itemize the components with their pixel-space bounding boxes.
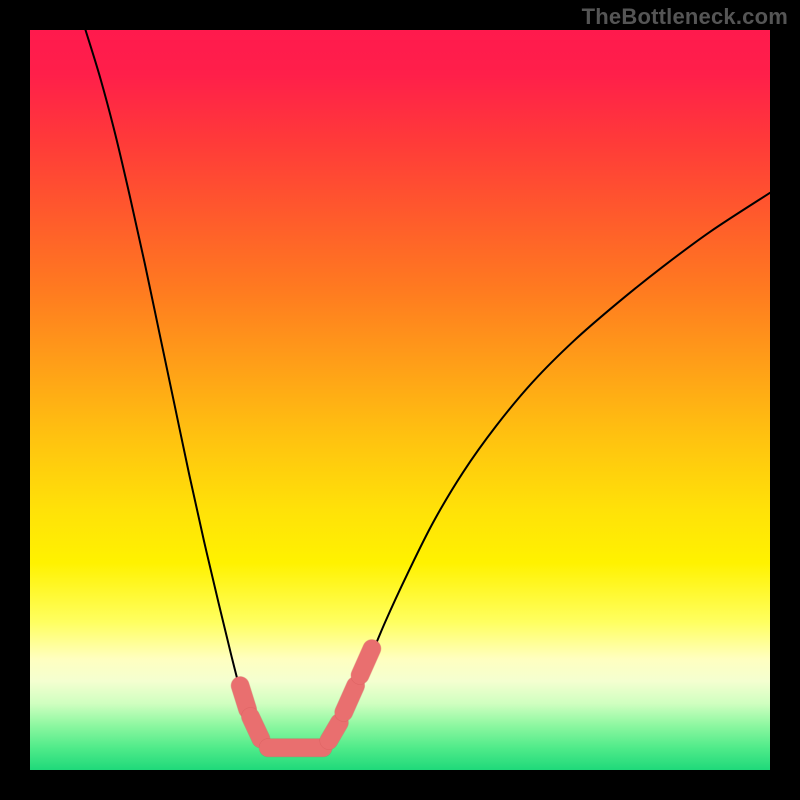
marker-capsule-3 — [329, 723, 339, 741]
marker-capsule-5 — [360, 649, 372, 676]
marker-capsule-0 — [240, 686, 247, 710]
gradient-background — [30, 30, 770, 770]
plot-area — [30, 30, 770, 770]
marker-capsule-1 — [251, 717, 261, 739]
watermark-text: TheBottleneck.com — [582, 4, 788, 30]
plot-svg — [30, 30, 770, 770]
outer-frame: TheBottleneck.com — [0, 0, 800, 800]
marker-capsule-4 — [344, 686, 356, 713]
